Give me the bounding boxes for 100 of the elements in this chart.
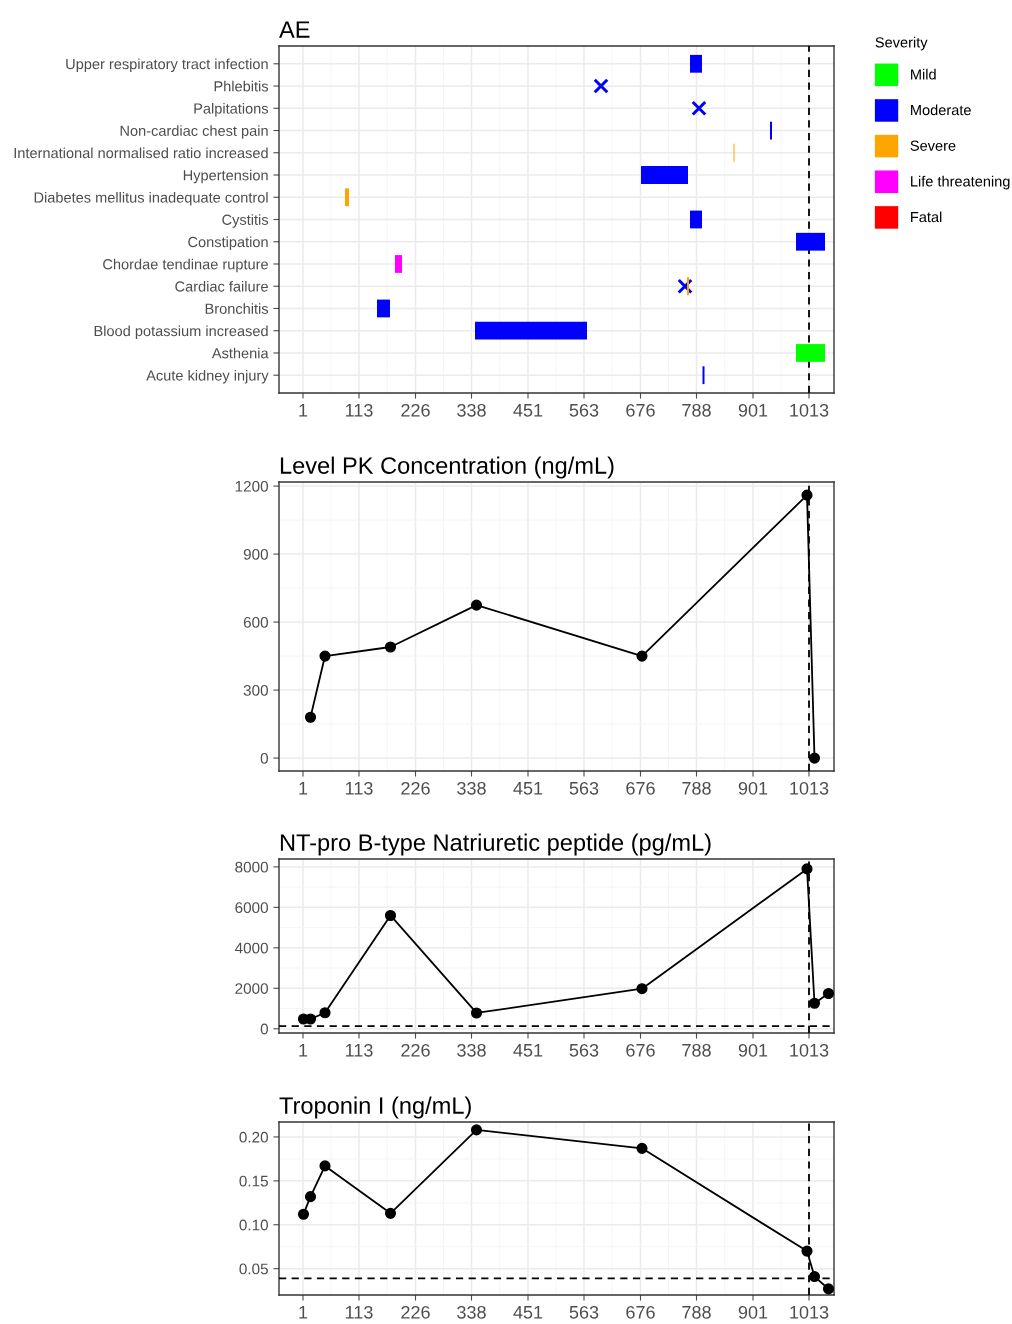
- point: [384, 1207, 397, 1219]
- x-tick-label: 676: [626, 1043, 655, 1057]
- y-tick-label: Acute kidney injury: [146, 369, 269, 384]
- legend-label: Moderate: [911, 104, 971, 116]
- y-tick-label: Asthenia: [211, 347, 269, 359]
- point: [808, 752, 821, 764]
- chart-title: NT-pro B-type Natriuretic peptide (pg/mL): [280, 833, 711, 856]
- x-tick-label: 788: [682, 1043, 711, 1057]
- x-tick-label: 563: [569, 1305, 599, 1319]
- x-tick-label: 1013: [790, 781, 829, 795]
- x-tick-label: 226: [401, 1305, 430, 1319]
- y-tick-label: 0: [260, 1023, 268, 1035]
- y-tick-label: 1200: [235, 480, 268, 492]
- x-tick-label: 338: [457, 1043, 486, 1057]
- x-tick-label: 676: [626, 781, 655, 795]
- bar: [345, 188, 349, 207]
- point: [297, 1208, 310, 1220]
- point: [801, 489, 813, 501]
- x-tick-label: 676: [626, 1305, 655, 1319]
- x-tick-label: 901: [738, 1043, 768, 1057]
- y-tick-label: 0.20: [239, 1131, 268, 1143]
- x-tick-label: 226: [401, 781, 430, 795]
- x-tick-label: 226: [401, 403, 430, 417]
- point: [801, 863, 813, 875]
- x-tick-label: 226: [401, 1043, 430, 1057]
- x-tick-label: 901: [738, 1305, 768, 1319]
- y-tick-label: Cystitis: [222, 214, 269, 228]
- point: [384, 909, 397, 922]
- y-tick-label: Hypertension: [183, 169, 268, 184]
- x-tick-label: 563: [569, 403, 599, 417]
- y-tick-label: Constipation: [188, 236, 268, 251]
- legend-label: Life threatening: [911, 175, 1010, 190]
- x-tick-label: 113: [345, 403, 373, 417]
- point: [636, 650, 648, 662]
- point: [470, 599, 483, 611]
- y-tick-label: 6000: [235, 902, 268, 914]
- y-tick-label: 600: [243, 616, 268, 628]
- y-tick-label: Palpitations: [194, 103, 269, 117]
- x-tick-label: 338: [457, 781, 486, 795]
- x-tick-label: 901: [738, 403, 768, 417]
- y-tick-label: Phlebitis: [214, 80, 269, 92]
- x-tick-label: 451: [513, 404, 543, 417]
- x-tick-label: 451: [513, 782, 543, 795]
- legend-label: Fatal: [911, 211, 942, 223]
- chart-title: Level PK Concentration (ng/mL): [280, 456, 614, 479]
- point: [822, 1283, 834, 1295]
- bar: [796, 232, 825, 251]
- bar: [702, 366, 705, 385]
- point: [319, 650, 331, 662]
- y-tick-label: Bronchitis: [205, 303, 269, 314]
- x-tick-label: 788: [682, 781, 711, 795]
- x-tick-label: 451: [513, 1044, 543, 1057]
- point: [636, 983, 648, 995]
- y-tick-label: 900: [243, 548, 268, 560]
- y-tick-label: 2000: [235, 983, 268, 994]
- bar: [690, 54, 702, 73]
- y-tick-label: 8000: [235, 861, 268, 873]
- point: [470, 1124, 483, 1136]
- x-tick-label: 113: [345, 1305, 373, 1319]
- x-tick-label: 113: [345, 1043, 373, 1057]
- y-tick-label: Cardiac failure: [175, 280, 268, 292]
- legend-label: Severe: [910, 140, 956, 151]
- point: [801, 1245, 813, 1257]
- y-tick-label: 4000: [234, 942, 268, 954]
- chart-title: Troponin I (ng/mL): [279, 1096, 471, 1119]
- x-tick-label: 1: [299, 782, 308, 795]
- x-tick-label: 788: [682, 403, 711, 417]
- x-tick-label: 338: [457, 1305, 486, 1319]
- bar: [475, 321, 587, 340]
- y-tick-label: Chordae tendinae rupture: [103, 258, 268, 273]
- x-tick-label: 563: [569, 1043, 599, 1057]
- chart-title: AE: [279, 21, 310, 38]
- point: [319, 1160, 331, 1172]
- y-tick-label: 0: [260, 752, 268, 764]
- point: [384, 641, 397, 653]
- x-tick-label: 113: [345, 781, 373, 795]
- y-tick-label: Blood potassium increased: [94, 325, 268, 340]
- x-tick-label: 1: [299, 404, 308, 417]
- point: [304, 711, 317, 723]
- x-tick-label: 1013: [790, 1043, 829, 1057]
- x-tick-label: 338: [457, 403, 486, 417]
- bar: [690, 210, 702, 229]
- y-tick-label: 300: [243, 684, 268, 696]
- x-tick-label: 788: [682, 1305, 711, 1319]
- y-tick-label: 0.05: [239, 1263, 268, 1275]
- x-tick-label: 1013: [790, 403, 829, 417]
- point: [636, 1142, 648, 1154]
- y-tick-label: Diabetes mellitus inadequate control: [34, 191, 268, 206]
- point: [822, 987, 834, 1000]
- legend-title: Severity: [875, 36, 928, 51]
- y-tick-label: Upper respiratory tract infection: [66, 58, 268, 73]
- point: [808, 997, 821, 1009]
- point: [808, 1271, 821, 1283]
- legend-label: Mild: [911, 68, 936, 80]
- y-tick-label: 0.10: [239, 1219, 268, 1231]
- x-tick-label: 1013: [790, 1305, 829, 1319]
- point: [319, 1007, 331, 1019]
- y-tick-label: 0.15: [239, 1175, 268, 1187]
- y-tick-label: Non-cardiac chest pain: [120, 125, 268, 139]
- x-tick-label: 1: [299, 1306, 308, 1319]
